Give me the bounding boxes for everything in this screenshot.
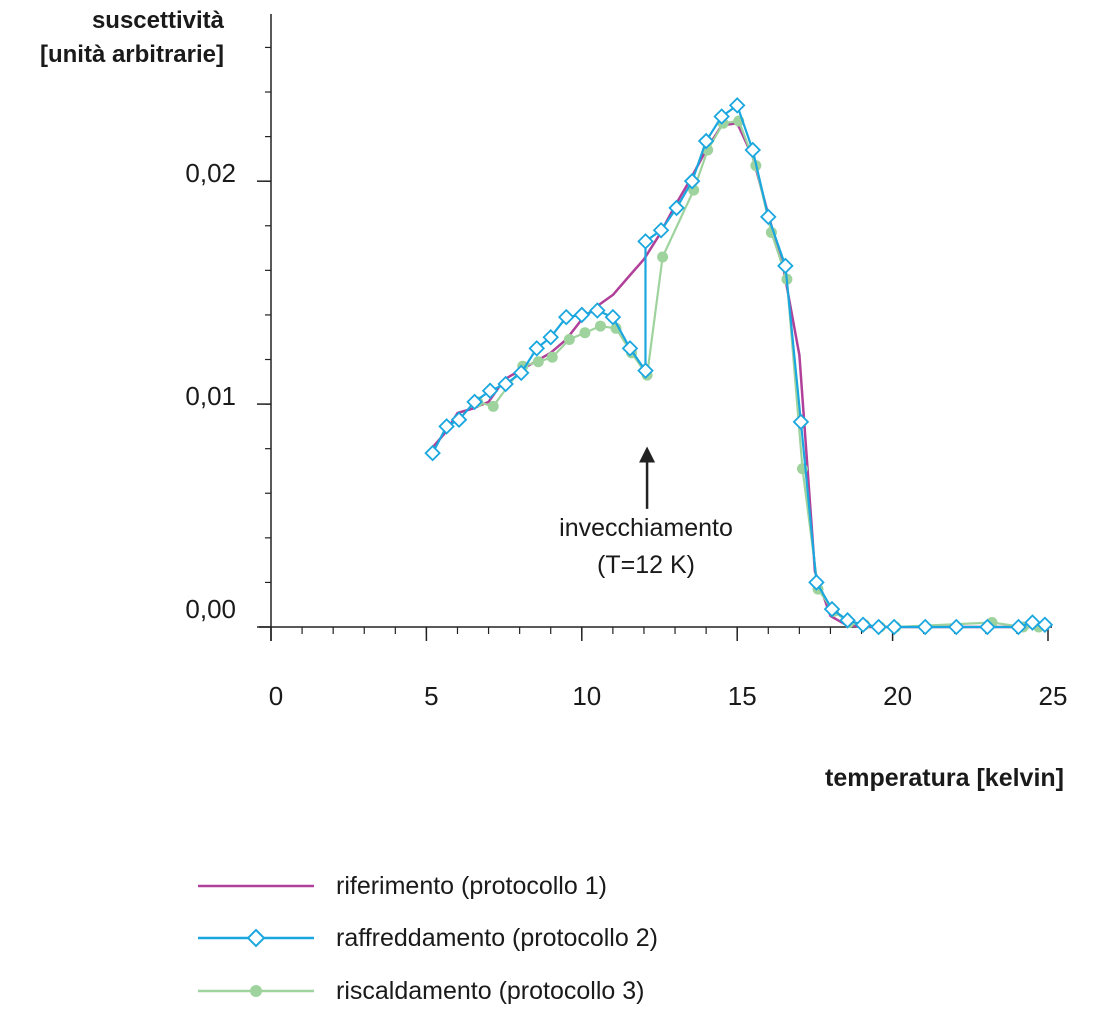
data-point-raffreddamento: [808, 574, 825, 591]
x-tick-label: 15: [728, 681, 757, 711]
y-tick-label: 0,00: [185, 594, 236, 624]
data-point-raffreddamento: [438, 418, 455, 435]
legend-item-riferimento: riferimento (protocollo 1): [196, 866, 607, 906]
data-point-riscaldamento: [487, 400, 499, 412]
data-point-raffreddamento: [823, 600, 841, 618]
series-line-riscaldamento: [477, 119, 1039, 629]
data-point-raffreddamento: [697, 132, 715, 150]
data-point-raffreddamento: [870, 618, 887, 636]
y-tick-label: 0,01: [185, 381, 236, 411]
data-point-raffreddamento: [637, 362, 654, 379]
data-point-raffreddamento: [713, 108, 730, 125]
axes: 0,00 0,01 0,02 0 5 10 15 20 25: [185, 14, 1067, 711]
data-point-riscaldamento: [610, 322, 622, 334]
data-point-raffreddamento: [450, 411, 468, 428]
data-point-raffreddamento: [466, 393, 483, 411]
data-point-raffreddamento: [637, 233, 654, 250]
annotation-label-line2: (T=12 K): [597, 551, 695, 579]
data-point-raffreddamento: [512, 364, 530, 382]
series-raffreddamento: [424, 97, 1054, 636]
data-point-raffreddamento: [1024, 614, 1041, 631]
series-line-raffreddamento: [431, 104, 1046, 629]
data-point-riscaldamento: [546, 351, 558, 363]
x-axis-label: temperatura [kelvin]: [825, 764, 1064, 792]
data-point-raffreddamento: [604, 308, 622, 326]
data-point-raffreddamento: [792, 413, 810, 431]
y-axis-label: suscettività [unità arbitrarie]: [40, 4, 224, 72]
data-point-raffreddamento: [948, 618, 965, 636]
data-point-raffreddamento: [542, 328, 559, 346]
x-tick-label: 0: [269, 681, 283, 711]
data-point-raffreddamento: [728, 97, 746, 114]
data-point-raffreddamento: [497, 375, 514, 393]
x-tick-label: 5: [424, 681, 438, 711]
data-point-raffreddamento: [424, 444, 441, 462]
legend-swatch-riferimento: [198, 884, 314, 888]
data-point-raffreddamento: [1010, 618, 1027, 636]
data-point-raffreddamento: [777, 257, 794, 275]
y-tick-label: 0,02: [185, 158, 236, 188]
series-riscaldamento: [472, 115, 1045, 633]
x-tick-label: 25: [1039, 681, 1068, 711]
data-point-raffreddamento: [668, 199, 685, 217]
annotation-aging: invecchiamento (T=12 K): [559, 446, 733, 579]
data-point-raffreddamento: [1036, 616, 1054, 634]
data-point-raffreddamento: [589, 302, 606, 319]
y-axis-label-line2: [unità arbitrarie]: [39, 41, 224, 68]
legend-label-riferimento: riferimento (protocollo 1): [336, 871, 607, 900]
x-tick-label: 20: [883, 681, 912, 711]
data-point-raffreddamento: [557, 308, 575, 326]
annotation-arrow-head: [639, 446, 656, 463]
x-tick-label: 10: [572, 681, 601, 711]
data-point-raffreddamento: [652, 221, 670, 239]
data-point-raffreddamento: [839, 612, 856, 629]
data-point-raffreddamento: [621, 340, 639, 357]
data-point-raffreddamento: [760, 208, 777, 226]
data-point-raffreddamento: [528, 340, 546, 357]
legend-label-riscaldamento: riscaldamento (protocollo 3): [336, 976, 645, 1005]
data-point-raffreddamento: [916, 618, 934, 636]
legend-item-raffreddamento: raffreddamento (protocollo 2): [196, 918, 658, 958]
data-point-raffreddamento: [573, 306, 591, 324]
legend-label-raffreddamento: raffreddamento (protocollo 2): [336, 923, 658, 952]
data-point-riscaldamento: [579, 327, 591, 339]
legend-swatch-riscaldamento: [198, 985, 314, 997]
y-axis-label-line1: suscettività: [91, 7, 224, 34]
data-point-riscaldamento: [532, 356, 544, 368]
legend-swatch-raffreddamento: [198, 928, 314, 948]
data-point-raffreddamento: [885, 618, 903, 636]
data-point-raffreddamento: [979, 618, 996, 636]
data-point-raffreddamento: [683, 172, 701, 190]
data-point-raffreddamento: [744, 141, 762, 159]
data-point-riscaldamento: [594, 320, 606, 332]
annotation-label-line1: invecchiamento: [559, 514, 733, 542]
data-point-raffreddamento: [854, 616, 872, 634]
data-point-riscaldamento: [563, 333, 575, 345]
data-point-raffreddamento: [481, 382, 499, 399]
data-point-riscaldamento: [657, 251, 669, 263]
legend-item-riscaldamento: riscaldamento (protocollo 3): [196, 971, 644, 1011]
